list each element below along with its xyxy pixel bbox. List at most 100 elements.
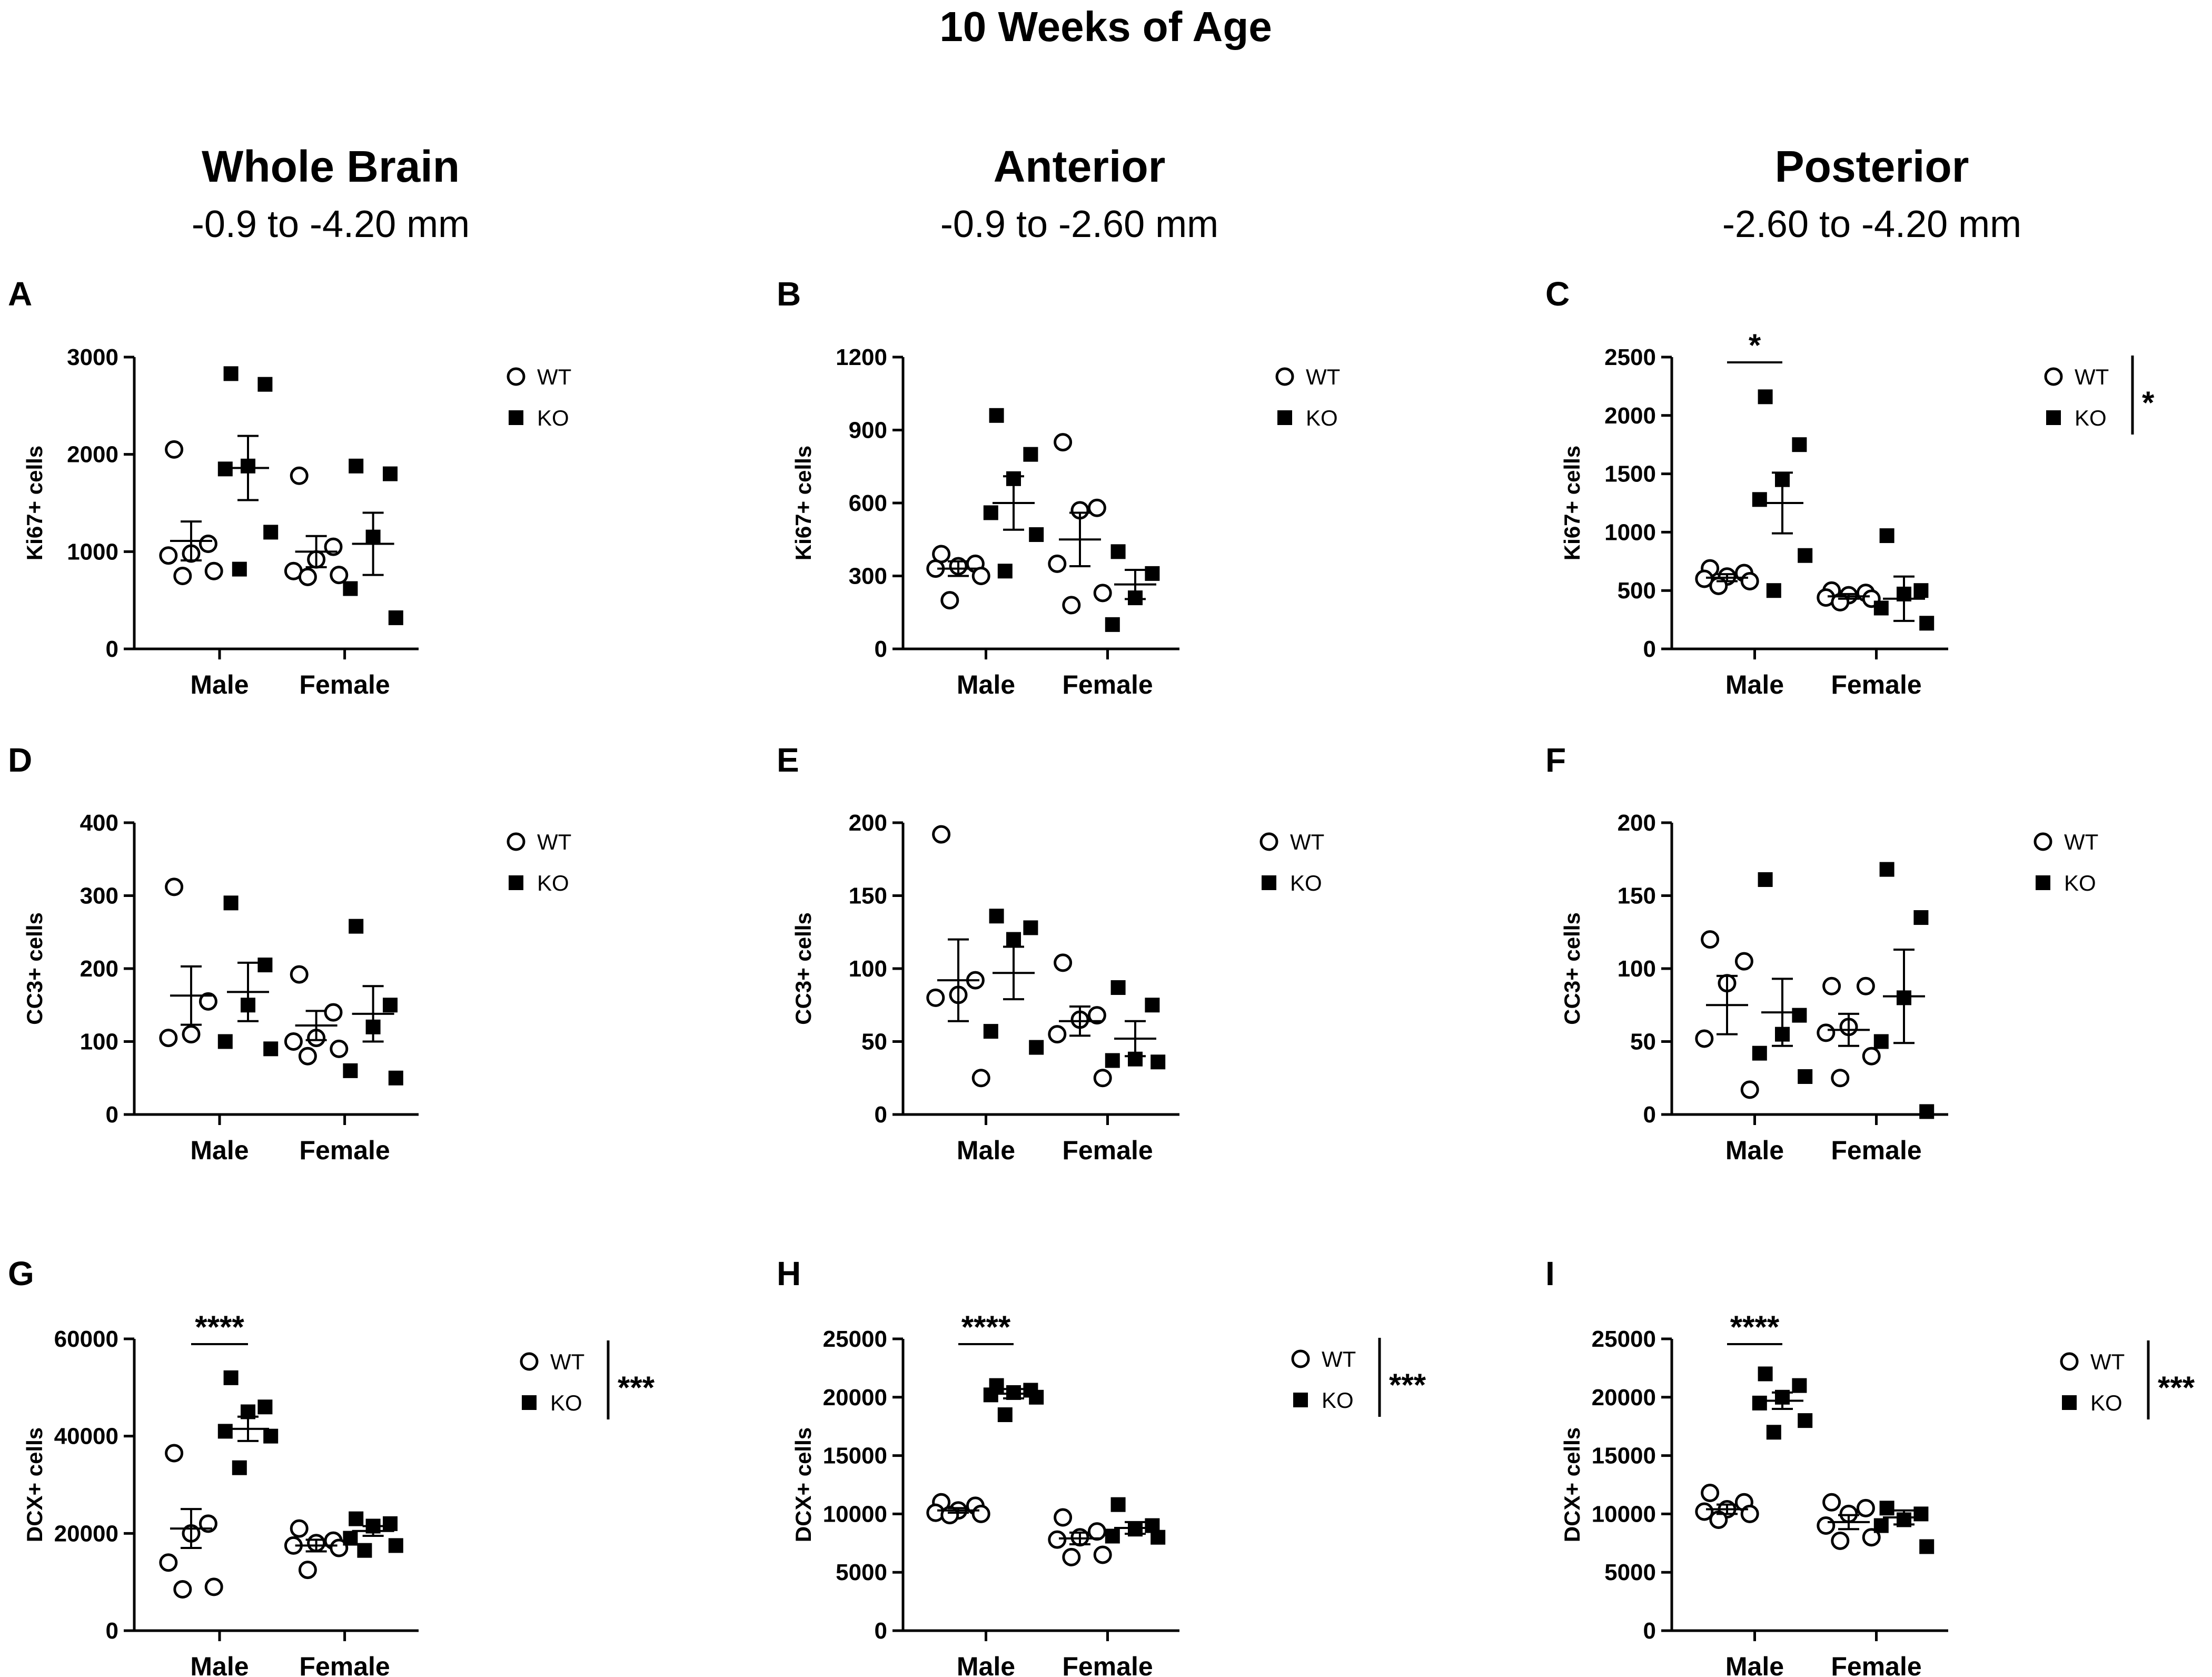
series-wt [1697, 932, 1879, 1098]
data-point-wt [161, 548, 176, 564]
panel-a: A0100020003000Ki67+ cellsMale FemaleWTKO [8, 275, 571, 699]
data-point-wt [1055, 435, 1071, 450]
panel-letter-g: G [8, 1255, 34, 1293]
data-point-ko [383, 1516, 398, 1531]
data-point-ko [1874, 600, 1889, 615]
data-point-ko [1913, 1506, 1928, 1521]
data-point-ko [263, 1041, 278, 1056]
legend-label-ko: KO [2064, 871, 2096, 895]
y-tick-label: 500 [1618, 578, 1656, 604]
y-axis-label: CC3+ cells [1560, 912, 1584, 1025]
legend-label-ko: KO [1306, 406, 1338, 430]
figure-canvas: 10 Weeks of Age Whole Brain -0.9 to -4.2… [0, 0, 2212, 1677]
y-tick-label: 150 [1618, 883, 1656, 909]
legend-marker-ko [1277, 410, 1292, 425]
data-point-ko [1111, 544, 1126, 559]
data-point-ko [1767, 1425, 1781, 1439]
data-point-wt [1824, 978, 1840, 994]
series-wt [161, 1445, 347, 1597]
data-point-wt [300, 569, 315, 585]
legend: WT KO *** [1293, 1338, 1426, 1417]
data-point-ko [257, 377, 272, 392]
series-wt [928, 826, 1110, 1086]
legend-significance-label: * [2142, 385, 2155, 420]
data-point-wt [973, 568, 989, 584]
data-point-ko [1752, 1396, 1767, 1410]
significance-label: **** [195, 1309, 244, 1345]
data-point-wt [1697, 1031, 1712, 1047]
data-point-ko [1874, 1034, 1889, 1049]
data-point-ko [989, 909, 1004, 923]
y-tick-label: 5000 [836, 1560, 887, 1585]
data-point-ko [1029, 1040, 1044, 1055]
data-point-ko [263, 1429, 278, 1444]
data-point-ko [349, 459, 363, 473]
y-tick-label: 20000 [54, 1521, 118, 1546]
data-point-ko [1792, 1378, 1807, 1393]
y-axis-label: Ki67+ cells [791, 446, 816, 560]
data-point-ko [263, 525, 278, 539]
data-point-wt [291, 468, 307, 484]
data-point-ko [1752, 1046, 1767, 1061]
legend-label-ko: KO [537, 871, 569, 895]
data-point-ko [357, 1543, 372, 1558]
y-tick-label: 200 [849, 810, 887, 836]
data-point-wt [331, 567, 347, 583]
data-point-ko [343, 581, 358, 596]
data-point-wt [200, 536, 216, 552]
y-tick-label: 1000 [1604, 519, 1656, 545]
panel-c: C 0 500 1000 1500 2000 2500 Ki67+ cells Male Fema… [1545, 275, 2155, 699]
x-category-label-male: Male [957, 670, 1015, 699]
series-wt [161, 879, 347, 1064]
y-tick-label: 900 [849, 418, 887, 443]
column-title-whole-brain: Whole Brain [202, 142, 460, 191]
y-tick-label: 200 [1618, 810, 1656, 836]
y-tick-label: 2000 [67, 442, 118, 468]
legend-marker-ko [509, 875, 523, 890]
legend-label-wt: WT [2090, 1349, 2125, 1374]
y-tick-label: 0 [1643, 1102, 1656, 1128]
data-point-wt [934, 826, 949, 842]
panel-letter-c: C [1545, 275, 1570, 313]
data-point-ko [224, 366, 239, 381]
data-point-ko [1752, 492, 1767, 507]
panel-b: B03006009001200Ki67+ cellsMale FemaleWTKO [777, 275, 1340, 699]
legend: WT KO *** [521, 1340, 655, 1419]
series-wt [928, 435, 1110, 613]
y-tick-label: 15000 [823, 1443, 887, 1469]
y-tick-label: 200 [80, 956, 118, 982]
data-point-ko [389, 610, 403, 625]
x-category-label-female: Female [1831, 670, 1921, 699]
series-ko [1752, 1366, 1934, 1554]
panel-i: I0500010000150002000025000DCX+ cellsMale… [1545, 1255, 2195, 1677]
significance-label: **** [961, 1309, 1011, 1345]
data-point-ko [984, 505, 998, 520]
data-point-ko [1919, 616, 1934, 630]
data-point-ko [1023, 920, 1038, 935]
data-point-ko [1105, 1529, 1120, 1544]
panel-g: G0200004000060000DCX+ cellsMale Female***… [8, 1255, 655, 1677]
data-point-ko [1105, 1053, 1120, 1068]
y-axis-label: CC3+ cells [791, 912, 816, 1025]
column-title-anterior: Anterior [994, 142, 1166, 191]
legend-marker-wt [1277, 369, 1293, 384]
data-point-ko [1874, 1518, 1889, 1533]
y-tick-label: 10000 [1592, 1501, 1656, 1527]
series-ko [218, 366, 403, 625]
legend-label-wt: WT [2064, 830, 2098, 854]
panel-letter-d: D [8, 741, 32, 779]
data-point-ko [343, 1063, 358, 1078]
y-tick-label: 15000 [1592, 1443, 1656, 1469]
data-point-wt [1064, 597, 1079, 613]
data-point-ko [989, 408, 1004, 423]
data-point-ko [1798, 1413, 1812, 1428]
legend-label-ko: KO [537, 406, 569, 430]
data-point-wt [973, 1070, 989, 1086]
data-point-ko [1798, 1069, 1812, 1084]
panel-f: F 0 50 100 150 200 CC3+ cells Male Female WT KO [1545, 741, 2098, 1165]
data-point-wt [1818, 1518, 1834, 1534]
y-tick-label: 0 [106, 636, 118, 662]
data-point-wt [300, 1048, 315, 1064]
column-subtitle-whole-brain: -0.9 to -4.20 mm [192, 203, 470, 245]
x-category-label-female: Female [1062, 670, 1153, 699]
